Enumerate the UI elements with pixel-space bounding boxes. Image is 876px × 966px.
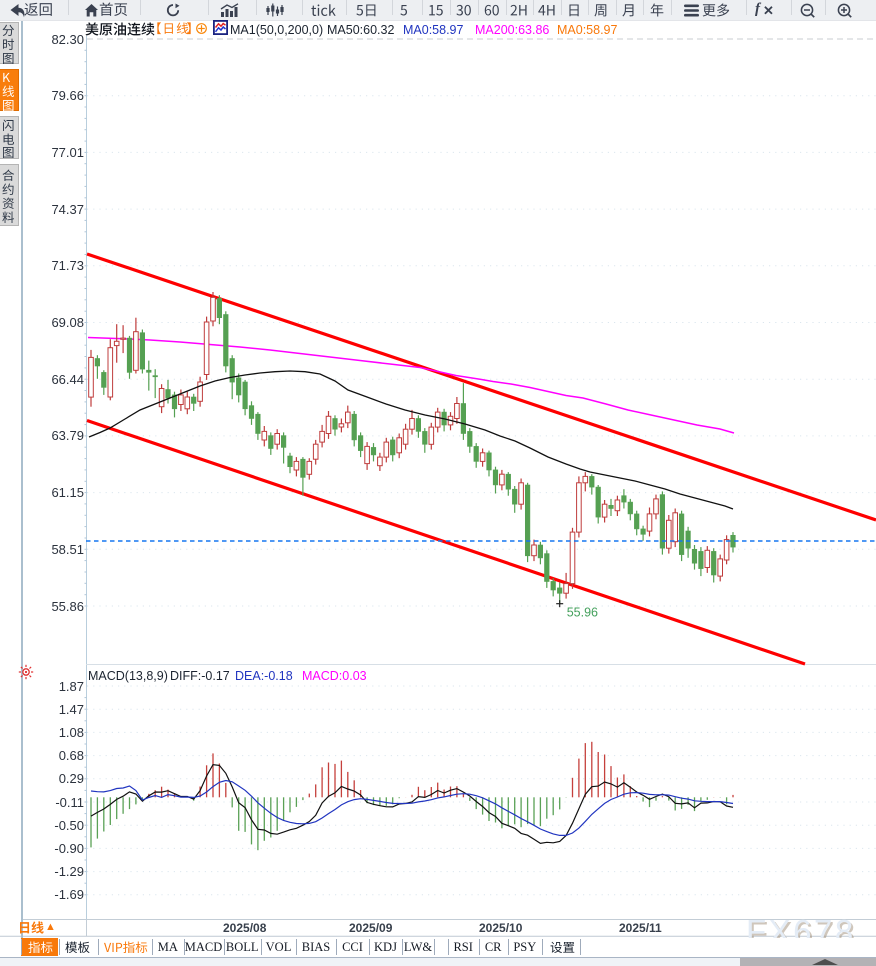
svg-text:55.96: 55.96: [567, 606, 598, 620]
